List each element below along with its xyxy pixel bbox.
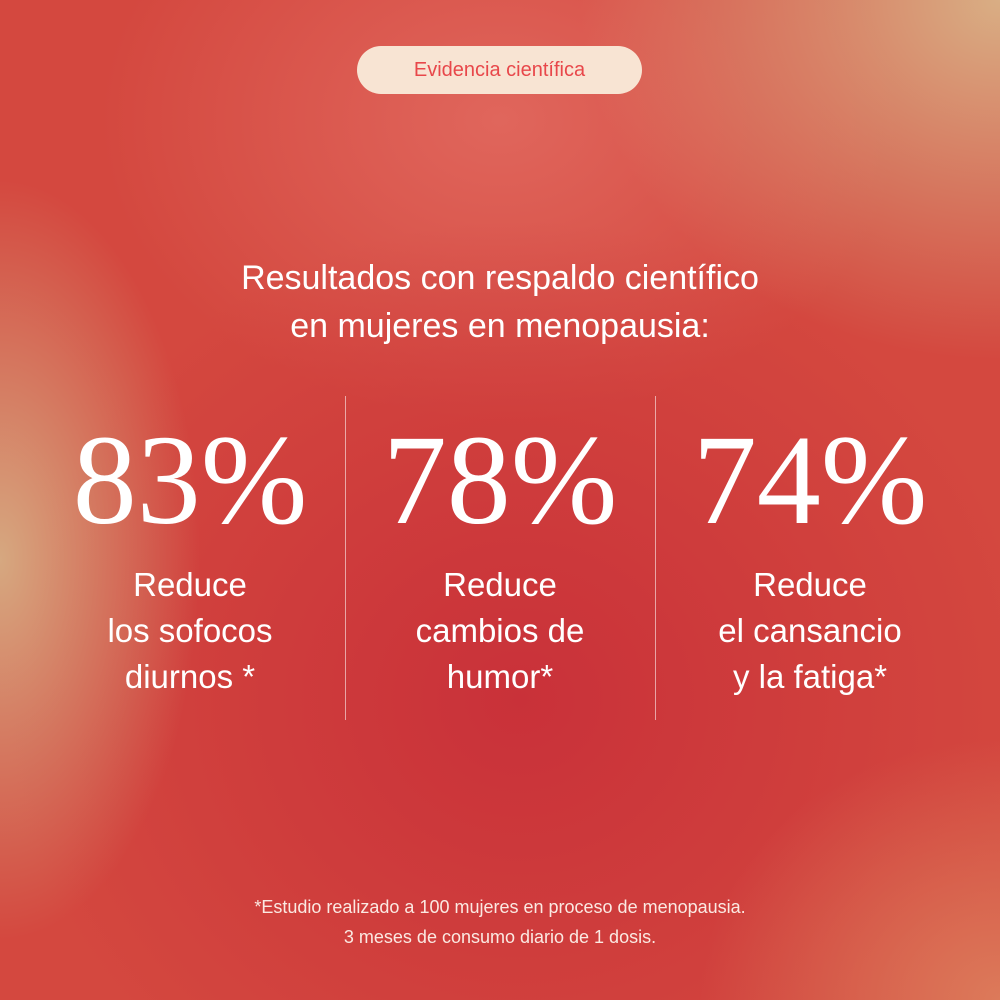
stat-column: 83% Reduce los sofocos diurnos * [35, 410, 345, 700]
page-title: Resultados con respaldo científico en mu… [0, 254, 1000, 350]
title-line-1: Resultados con respaldo científico [241, 259, 759, 297]
divider [655, 396, 656, 720]
stat-label: Reduce cambios de humor* [415, 566, 585, 695]
footnote: *Estudio realizado a 100 mujeres en proc… [0, 892, 1000, 952]
badge-evidencia: Evidencia científica [357, 46, 642, 94]
stat-label: Reduce los sofocos diurnos * [107, 566, 273, 695]
stat-value: 74% [692, 409, 928, 551]
stat-label: Reduce el cansancio y la fatiga* [718, 566, 902, 695]
stat-value: 78% [382, 409, 618, 551]
stat-column: 74% Reduce el cansancio y la fatiga* [655, 410, 965, 700]
stat-value: 83% [72, 409, 308, 551]
stat-column: 78% Reduce cambios de humor* [345, 410, 655, 700]
footnote-line-2: 3 meses de consumo diario de 1 dosis. [343, 927, 657, 947]
title-line-2: en mujeres en menopausia: [290, 307, 710, 345]
badge-label: Evidencia científica [413, 58, 586, 81]
footnote-line-1: *Estudio realizado a 100 mujeres en proc… [254, 897, 746, 917]
divider [345, 396, 346, 720]
